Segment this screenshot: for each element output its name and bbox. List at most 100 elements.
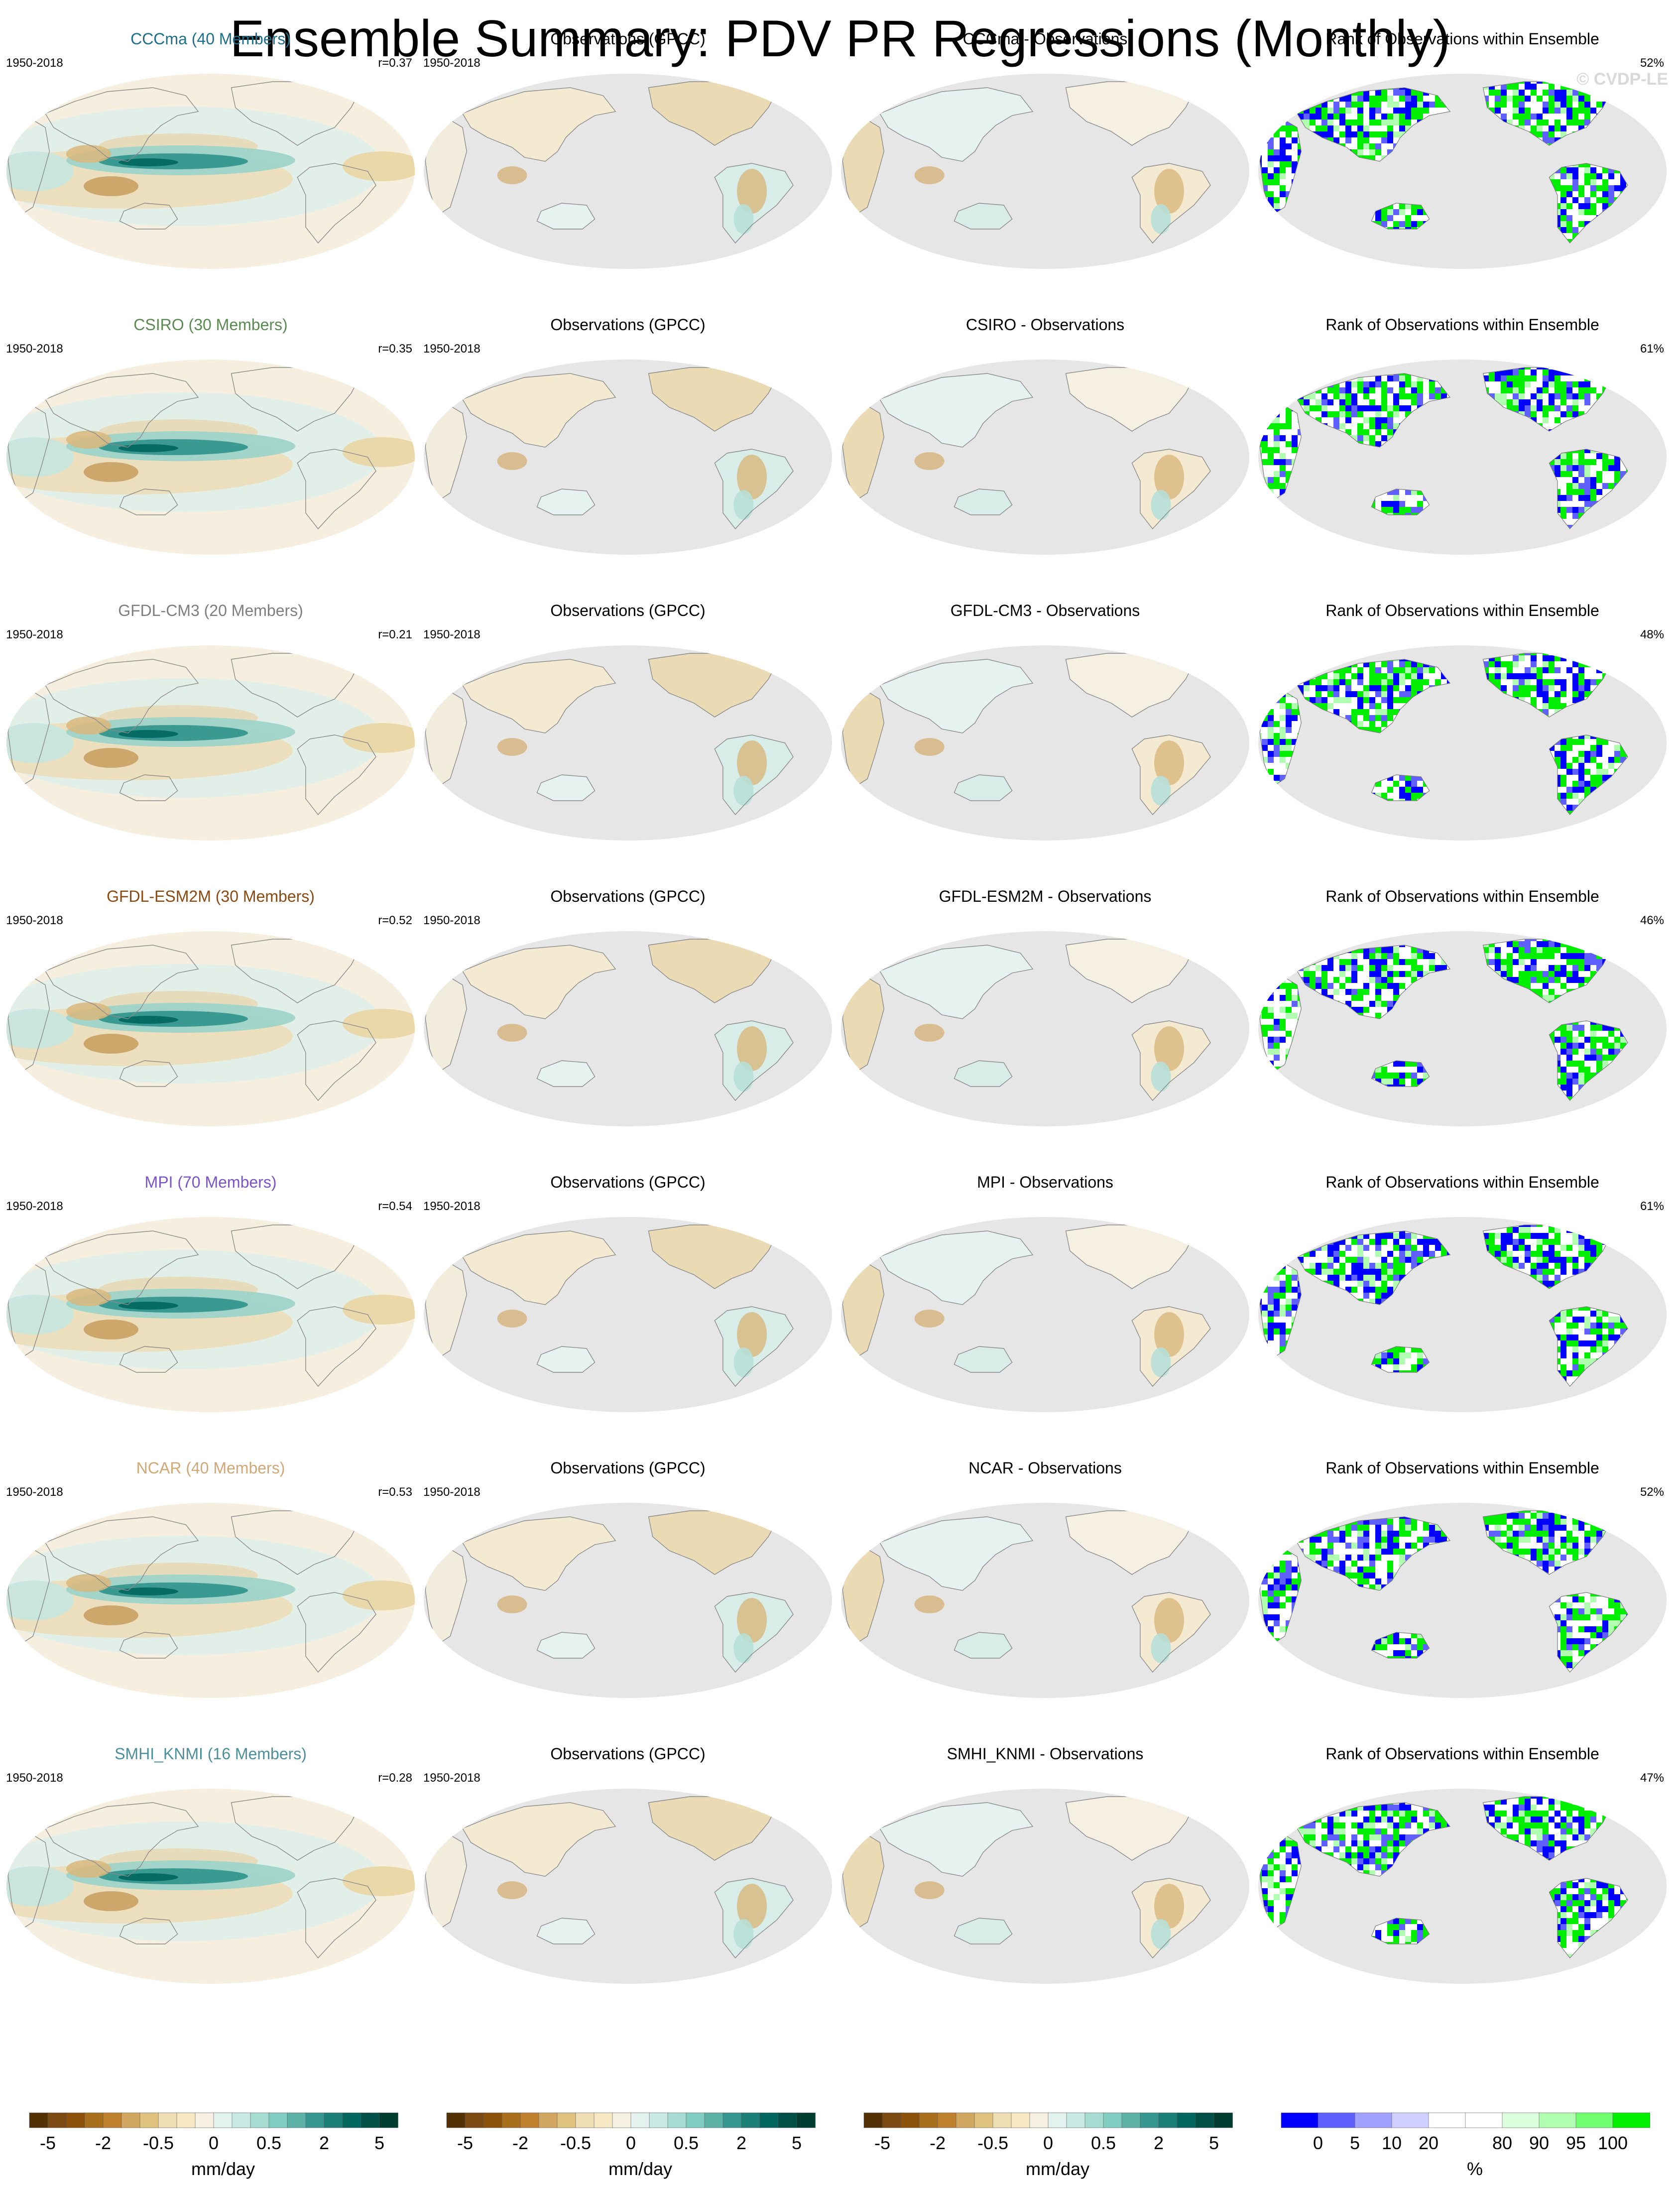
colorbar-swatch — [863, 2112, 883, 2128]
map-panel: Rank of Observations within Ensemble 61% — [1256, 286, 1669, 565]
colorbar-tick-label: 0 — [208, 2133, 219, 2153]
model-regression-map — [6, 1217, 415, 1412]
colorbar-swatch — [1612, 2112, 1650, 2128]
difference-map — [841, 1789, 1249, 1984]
rank-map — [1258, 1503, 1667, 1698]
correlation-label: r=0.53 — [378, 1485, 412, 1499]
panel-title: Rank of Observations within Ensemble — [1325, 1745, 1599, 1763]
panel-title: Observations (GPCC) — [550, 30, 706, 48]
colorbar-swatch — [1048, 2112, 1067, 2128]
colorbar-unit-label: mm/day — [1025, 2159, 1090, 2179]
colorbar-tick-label: 5 — [374, 2133, 385, 2153]
colorbar-tick-label: 20 — [1418, 2133, 1439, 2153]
difference-map — [841, 1217, 1249, 1412]
colorbar-swatch — [612, 2112, 631, 2128]
map-panel: GFDL-CM3 (20 Members) 1950-2018 r=0.21 — [4, 572, 417, 850]
colorbar-swatch — [796, 2112, 816, 2128]
map-panel: GFDL-ESM2M (30 Members) 1950-2018 r=0.52 — [4, 857, 417, 1136]
period-label: 1950-2018 — [423, 56, 480, 70]
rank-map — [1258, 74, 1667, 269]
colorbar-swatch — [501, 2112, 521, 2128]
regression-colorbar: -5 -2 -0.5 0 0.5 2 5 mm/day — [863, 2107, 1252, 2179]
colorbar-swatch — [686, 2112, 705, 2128]
colorbar-swatches — [446, 2112, 816, 2128]
model-regression-map — [6, 1503, 415, 1698]
colorbar-unit-label: mm/day — [608, 2159, 673, 2179]
observation-map — [424, 1789, 832, 1984]
colorbar-swatch — [1029, 2112, 1049, 2128]
colorbar-tick-label: -2 — [929, 2133, 946, 2153]
period-label: 1950-2018 — [423, 628, 480, 641]
colorbar-tick-label: -5 — [39, 2133, 56, 2153]
colorbar-tick-label: 5 — [1349, 2133, 1360, 2153]
colorbar-swatch — [103, 2112, 122, 2128]
colorbar-tick-label: 0.5 — [256, 2133, 282, 2153]
period-label: 1950-2018 — [423, 914, 480, 927]
colorbar-swatch — [704, 2112, 723, 2128]
map-panel: NCAR - Observations — [839, 1429, 1252, 1708]
rank-map — [1258, 1217, 1667, 1412]
period-label: 1950-2018 — [6, 914, 63, 927]
colorbar-swatch — [121, 2112, 140, 2128]
colorbar-swatch — [1502, 2112, 1540, 2128]
colorbar-unit-label: mm/day — [191, 2159, 255, 2179]
map-panel: Observations (GPCC) 1950-2018 — [421, 1429, 835, 1708]
regression-colorbar: -5 -2 -0.5 0 0.5 2 5 mm/day — [29, 2107, 417, 2179]
colorbar-swatch — [937, 2112, 957, 2128]
panel-title: CCCma - Observations — [962, 30, 1128, 48]
colorbar-tick-label: 2 — [736, 2133, 747, 2153]
colorbar-tick-label: 0 — [1043, 2133, 1054, 2153]
colorbar-swatch — [176, 2112, 196, 2128]
colorbar-swatch — [360, 2112, 380, 2128]
colorbar-tick-label: 0 — [1313, 2133, 1323, 2153]
panel-title: Observations (GPCC) — [550, 1173, 706, 1191]
colorbar-swatch — [47, 2112, 67, 2128]
colorbar-swatch — [1084, 2112, 1104, 2128]
colorbar-swatch — [1354, 2112, 1392, 2128]
map-panel: GFDL-CM3 - Observations — [839, 572, 1252, 850]
panel-title: GFDL-ESM2M - Observations — [939, 887, 1152, 905]
colorbar-swatch — [1177, 2112, 1196, 2128]
map-panel: Observations (GPCC) 1950-2018 — [421, 572, 835, 850]
correlation-label: r=0.28 — [378, 1771, 412, 1785]
panel-title: Rank of Observations within Ensemble — [1325, 1459, 1599, 1477]
difference-map — [841, 645, 1249, 841]
map-panel: Rank of Observations within Ensemble 52% — [1256, 0, 1669, 279]
map-panel: CSIRO - Observations — [839, 286, 1252, 565]
model-regression-map — [6, 74, 415, 269]
colorbar-tick-label: 80 — [1492, 2133, 1513, 2153]
colorbar-tick-label: 95 — [1565, 2133, 1586, 2153]
colorbar-swatch — [1213, 2112, 1233, 2128]
correlation-label: r=0.35 — [378, 342, 412, 356]
panel-title: Observations (GPCC) — [550, 1459, 706, 1477]
map-panel: Rank of Observations within Ensemble 46% — [1256, 857, 1669, 1136]
period-label: 1950-2018 — [6, 56, 63, 70]
map-panel: SMHI_KNMI (16 Members) 1950-2018 r=0.28 — [4, 1715, 417, 1994]
colorbar-swatch — [778, 2112, 797, 2128]
rank-percent-label: 52% — [1640, 56, 1664, 70]
colorbar-swatch — [268, 2112, 288, 2128]
colorbar-swatch — [1066, 2112, 1085, 2128]
colorbar-swatch — [1103, 2112, 1122, 2128]
rank-colorbar: 0 5 10 20 80 90 95 100% — [1281, 2107, 1669, 2179]
difference-map — [841, 360, 1249, 555]
panel-title: GFDL-CM3 (20 Members) — [118, 602, 303, 619]
colorbar-swatch — [992, 2112, 1012, 2128]
colorbar-swatch — [520, 2112, 539, 2128]
rank-percent-label: 61% — [1640, 342, 1664, 356]
colorbar-swatch — [139, 2112, 159, 2128]
correlation-label: r=0.37 — [378, 56, 412, 70]
map-panel: CSIRO (30 Members) 1950-2018 r=0.35 — [4, 286, 417, 565]
colorbar-swatch — [446, 2112, 466, 2128]
colorbar-swatches — [863, 2112, 1233, 2128]
panel-title: Rank of Observations within Ensemble — [1325, 316, 1599, 334]
map-panel: Rank of Observations within Ensemble 48% — [1256, 572, 1669, 850]
map-panel: Observations (GPCC) 1950-2018 — [421, 0, 835, 279]
colorbar-tick-label: 10 — [1381, 2133, 1402, 2153]
colorbar-swatch — [305, 2112, 325, 2128]
colorbar-swatch — [483, 2112, 502, 2128]
colorbar-tick-label: -0.5 — [560, 2133, 592, 2153]
colorbar-swatch — [250, 2112, 269, 2128]
colorbar-swatch — [324, 2112, 343, 2128]
colorbar-tick-label: -5 — [874, 2133, 891, 2153]
